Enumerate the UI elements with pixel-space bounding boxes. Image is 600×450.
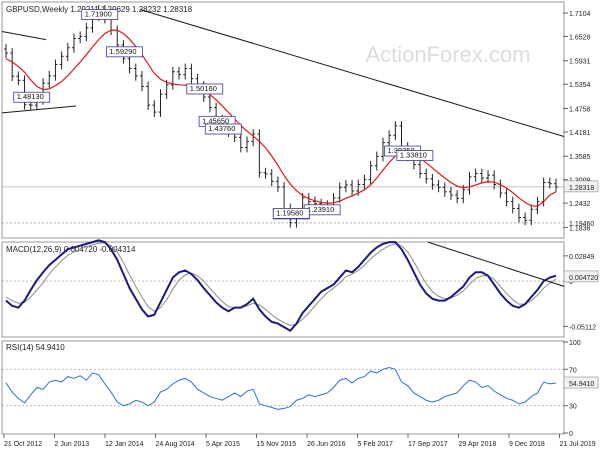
level-label: 1.71900 <box>85 10 112 19</box>
x-tick-label: 17 Sep 2017 <box>408 441 448 448</box>
level-label-box <box>186 83 224 95</box>
x-tick-label: 5 Apr 2015 <box>206 441 240 448</box>
level-label: 1.45650 <box>202 116 229 125</box>
macd-y-tick-label: -0.05112 <box>569 324 596 331</box>
macd-panel-frame <box>1 241 565 338</box>
trendline-upper-left <box>1 30 47 41</box>
level-label-box <box>106 46 143 58</box>
macd-signal-line <box>5 242 557 326</box>
level-label: 1.23910 <box>307 205 334 214</box>
rsi-title: RSI(14) 54.9410 <box>6 343 65 352</box>
price-y-tick-label: 1.1836 <box>569 225 591 232</box>
x-tick-label: 9 Dec 2018 <box>509 441 545 448</box>
level-label: 1.59290 <box>109 47 136 56</box>
macd-trendline <box>427 241 565 287</box>
level-label-box <box>13 91 51 103</box>
trendline-down <box>139 9 565 137</box>
rsi-y-tick-label: 30 <box>569 404 577 411</box>
macd-current-box <box>563 270 599 283</box>
support-level-label: 1.19460 <box>569 221 594 228</box>
rsi-current-box <box>563 376 599 389</box>
level-label: 1.33810 <box>400 151 427 160</box>
x-tick-label: 2 Jun 2013 <box>55 441 90 448</box>
level-label: 1.50160 <box>190 84 217 93</box>
macd-panel: 0.02849 0 -0.05112 0.004720 <box>2 239 599 332</box>
rsi-line <box>5 366 557 410</box>
watermark: ActionForex.com <box>365 42 530 67</box>
price-y-tick-label: 1.6528 <box>569 34 591 41</box>
x-axis: 21 Oct 2012 2 Jun 2013 12 Jan 2014 24 Aug 2… <box>3 434 596 448</box>
x-tick-label: 26 Jun 2016 <box>307 441 346 448</box>
current-price-box <box>563 180 599 193</box>
sma-line <box>5 29 557 208</box>
level-label: 1.19580 <box>276 208 303 217</box>
price-y-tick-label: 1.7104 <box>569 11 591 18</box>
level-label-box <box>81 9 119 20</box>
rsi-panel: 100 70 30 0 54.9410 <box>2 340 599 438</box>
level-label-box <box>272 208 310 219</box>
rsi-y-tick-label: 70 <box>569 367 577 374</box>
rsi-current-label: 54.9410 <box>569 381 594 388</box>
price-y-tick-label: 1.4181 <box>569 130 591 137</box>
macd-title: MACD(12,26,9) 0.004720 -0.004314 <box>6 245 136 254</box>
trendline-lower-left <box>1 105 77 114</box>
price-panel: 1.7104 1.6528 1.5931 1.5354 1.4758 1.4181 1.35… <box>1 5 599 232</box>
price-y-tick-label: 1.5931 <box>569 59 591 66</box>
current-price-label: 1.28318 <box>569 185 594 192</box>
price-y-tick-label: 1.3585 <box>569 154 591 161</box>
x-tick-label: 29 Apr 2018 <box>459 441 497 448</box>
macd-current-label: 0.004720 <box>569 275 598 282</box>
macd-y-tick-label: 0.02849 <box>569 254 594 261</box>
x-tick-label: 12 Jan 2014 <box>105 441 144 448</box>
x-tick-label: 21 Oct 2012 <box>4 441 42 448</box>
level-label: 1.43760 <box>208 124 235 133</box>
price-y-tick-label: 1.5354 <box>569 82 591 89</box>
price-y-tick-label: 1.2432 <box>569 201 591 208</box>
x-tick-label: 24 Aug 2014 <box>156 441 195 448</box>
x-tick-label: 21 Jul 2019 <box>560 441 596 448</box>
macd-y-tick-label: 0 <box>569 279 573 286</box>
rsi-y-tick-label: 0 <box>569 431 573 438</box>
price-chart-title: GBPUSD,Weekly 1.29211 1.29629 1.28232 1.… <box>6 5 193 14</box>
x-tick-label: 5 Feb 2017 <box>358 441 394 448</box>
level-label: 1.48130 <box>17 92 44 101</box>
price-panel-frame <box>1 1 565 239</box>
level-label-box <box>396 150 434 161</box>
macd-line <box>5 239 557 332</box>
rsi-y-tick-label: 100 <box>569 340 581 347</box>
price-y-tick-label: 1.4758 <box>569 106 591 113</box>
level-label-box <box>204 123 242 135</box>
x-tick-label: 15 Nov 2015 <box>257 441 297 448</box>
